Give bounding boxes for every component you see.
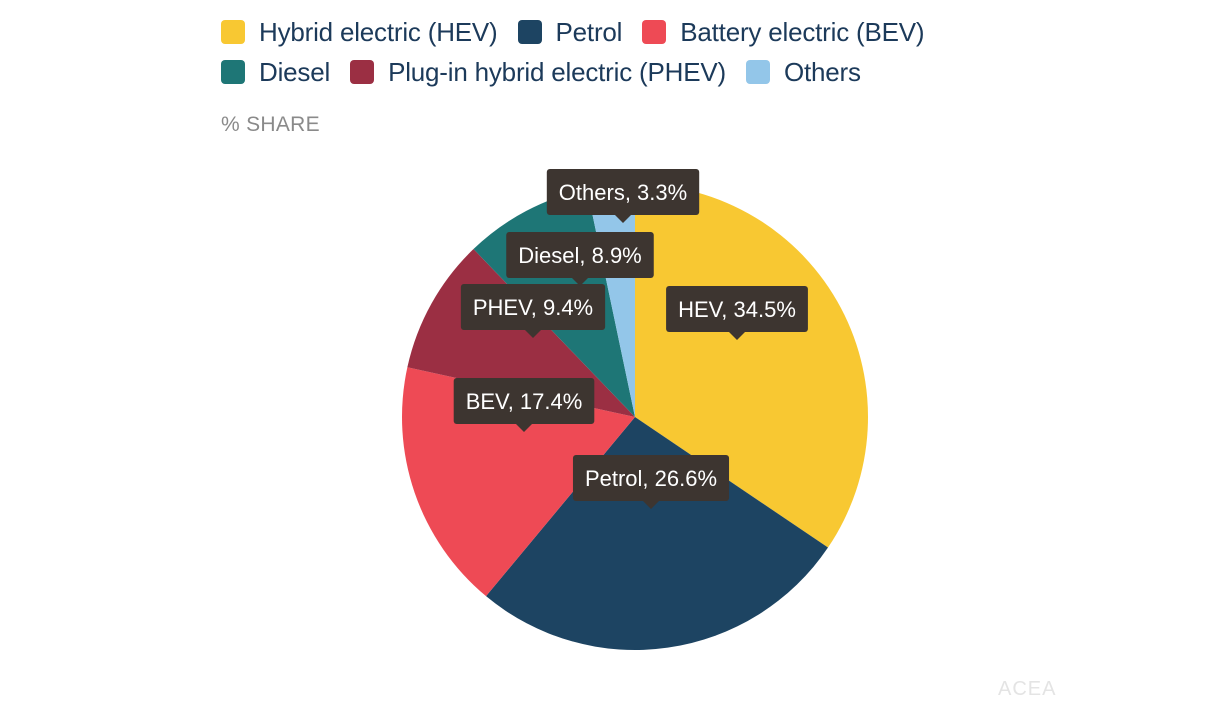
pie-slice-0[interactable] [635,184,868,548]
data-label-pointer-3 [525,330,541,338]
chart-legend: Hybrid electric (HEV) Petrol Battery ele… [221,12,981,92]
data-label-box-1 [572,455,730,501]
legend-swatch-phev [350,60,375,84]
data-label-text-5: Others, 3.3% [559,180,687,205]
legend-label-phev: Plug-in hybrid electric (PHEV) [388,56,726,87]
pie-data-labels: HEV, 34.5% Petrol, 26.6% BEV, 17.4% PHEV, 9… [453,169,808,509]
legend-label-others: Others [783,56,861,87]
data-label-pointer-0 [729,332,745,340]
data-label-pointer-1 [643,501,659,509]
legend-item-petrol[interactable]: Petrol [517,16,623,48]
legend-label-bev: Battery electric (BEV) [680,16,925,47]
data-label-box-2 [453,378,595,424]
legend-swatch-hev [221,20,245,44]
legend-item-bev[interactable]: Battery electric (BEV) [642,16,925,48]
data-label-3: PHEV, 9.4% [460,284,606,338]
data-label-text-3: PHEV, 9.4% [473,295,593,320]
pie-slice-1[interactable] [486,417,828,650]
data-label-1: Petrol, 26.6% [572,455,730,509]
legend-item-phev[interactable]: Plug-in hybrid electric (PHEV) [350,57,726,88]
legend-row: Diesel Plug-in hybrid electric (PHEV) Ot… [221,52,981,92]
legend-row: Hybrid electric (HEV) Petrol Battery ele… [221,12,981,52]
legend-label-hev: Hybrid electric (HEV) [259,16,498,47]
legend-item-diesel[interactable]: Diesel [221,57,330,88]
watermark: ACEA [998,678,1057,700]
data-label-5: Others, 3.3% [546,169,700,223]
legend-item-others[interactable]: Others [745,56,861,88]
data-label-2: BEV, 17.4% [453,378,595,432]
data-label-text-2: BEV, 17.4% [466,389,583,414]
legend-label-petrol: Petrol [555,16,623,47]
legend-swatch-diesel [221,60,245,84]
pie-slice-2[interactable] [402,367,635,597]
legend-swatch-petrol [517,20,542,44]
data-label-pointer-2 [516,424,532,432]
legend-swatch-bev [642,20,667,44]
data-label-box-3 [460,284,606,330]
legend-swatch-others [745,60,770,84]
data-label-text-1: Petrol, 26.6% [585,466,717,491]
data-label-box-4 [506,232,654,278]
legend-item-hev[interactable]: Hybrid electric (HEV) [221,17,498,48]
data-label-box-5 [546,169,700,215]
chart-subtitle: % SHARE [221,113,320,136]
data-label-pointer-4 [572,278,588,286]
data-label-box-0 [666,286,808,332]
data-label-text-0: HEV, 34.5% [678,297,796,322]
data-label-pointer-5 [615,215,631,223]
data-label-text-4: Diesel, 8.9% [518,243,642,268]
data-label-4: Diesel, 8.9% [506,232,654,286]
legend-label-diesel: Diesel [259,56,331,87]
data-label-0: HEV, 34.5% [666,286,808,340]
